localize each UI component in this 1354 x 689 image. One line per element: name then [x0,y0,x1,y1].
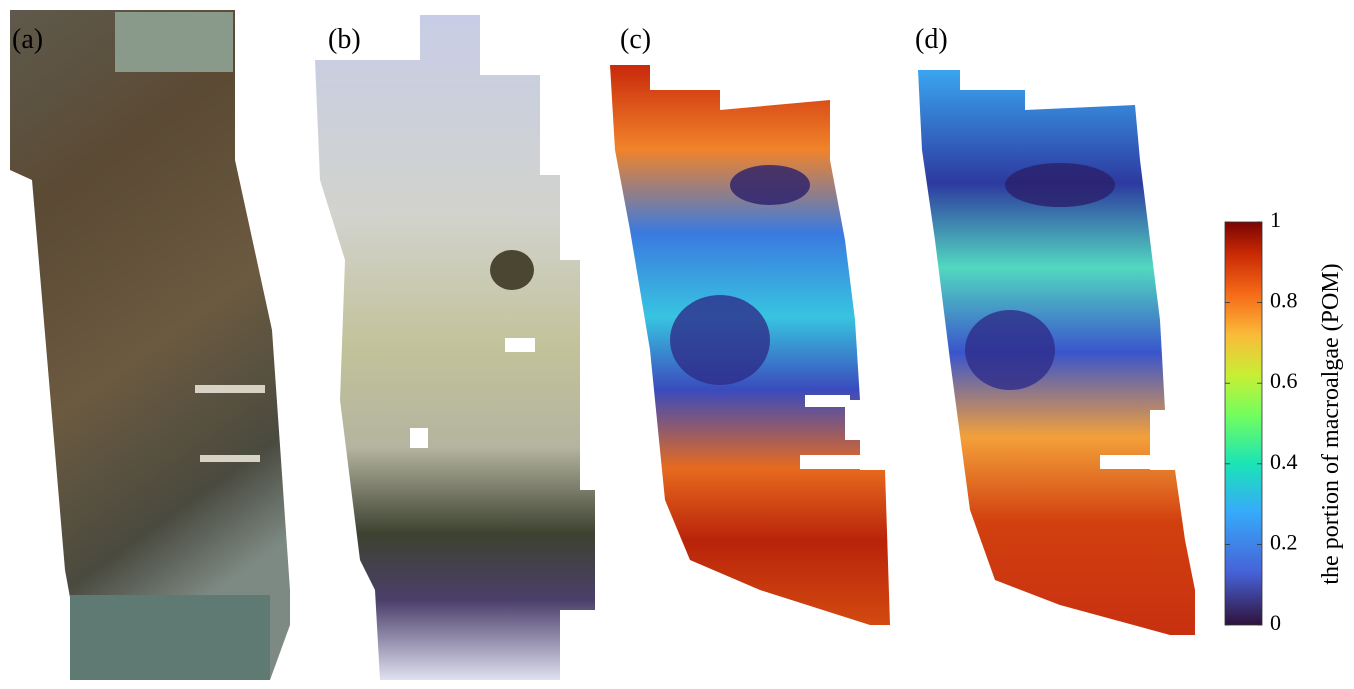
panel-label: (b) [328,24,361,55]
satellite-image [315,15,595,680]
low-pom-region [965,310,1055,390]
aerial-image [10,10,290,680]
panel-label: (a) [12,24,43,55]
tick-label: 0.6 [1270,368,1298,393]
aquaculture-ponds [115,12,233,72]
low-pom-region [730,165,810,205]
low-pom-region [1005,163,1115,207]
pom-map [918,70,1195,635]
no-data [800,455,860,469]
tick-label: 0.2 [1270,529,1298,554]
tick-label: 0 [1270,610,1281,635]
dark-spot [490,250,534,290]
colorbar-label: the portion of macroalgae (POM) [1318,263,1344,584]
bright-spot [505,338,535,352]
tick-label: 1 [1270,207,1281,232]
panel-label: (c) [620,24,651,55]
no-data [805,395,850,407]
colorbar [1225,222,1262,625]
page: (a) (b) (c) (d) the portion of macroalga… [0,0,1354,684]
pier [195,385,265,393]
low-pom-region [670,295,770,385]
panel-label: (d) [915,24,948,55]
no-data [1100,455,1160,469]
ponds-bottom [70,595,270,680]
bright-spot [410,428,428,448]
tick-label: 0.4 [1270,449,1298,474]
figure: (a) (b) (c) (d) the portion of macroalga… [0,0,1354,684]
tick-label: 0.8 [1270,288,1298,313]
pier [200,455,260,462]
